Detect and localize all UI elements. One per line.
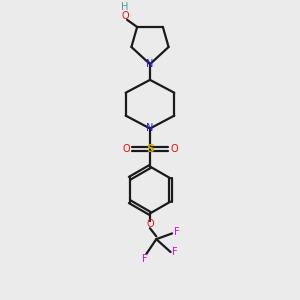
Text: N: N [146,124,154,134]
Text: H: H [121,2,128,12]
Text: S: S [146,144,154,154]
Text: O: O [146,219,154,229]
Text: F: F [142,254,148,264]
Text: O: O [121,11,129,21]
Text: O: O [170,144,178,154]
Text: N: N [146,59,154,69]
Text: F: F [172,247,178,257]
Text: F: F [174,227,179,237]
Text: O: O [122,144,130,154]
